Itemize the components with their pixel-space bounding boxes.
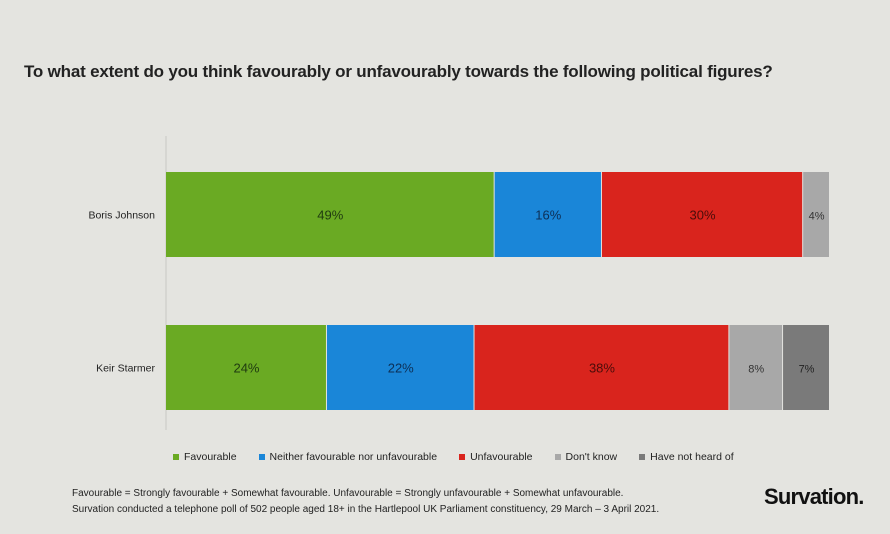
data-label: 24%	[233, 361, 259, 376]
legend-item: Don't know	[554, 451, 618, 463]
survation-logo: Survation.	[764, 484, 864, 509]
bar-segment	[601, 172, 803, 257]
footnote-line-1: Favourable = Strongly favourable + Somew…	[72, 488, 624, 499]
data-label: 22%	[388, 361, 414, 376]
legend-label: Neither favourable nor unfavourable	[269, 451, 438, 463]
data-label: 7%	[799, 364, 815, 376]
legend: Favourable Neither favourable nor unfavou…	[173, 451, 734, 463]
data-label: 38%	[589, 361, 615, 376]
data-label: 16%	[535, 208, 561, 223]
footnote-line-2: Survation conducted a telephone poll of …	[72, 504, 660, 515]
legend-item: Unfavourable	[459, 451, 533, 463]
bar-segment	[783, 325, 829, 410]
stacked-bar-chart: Boris Johnson 49% 16% 30% 4% Keir Starmer 24% 2…	[88, 136, 829, 430]
legend-swatch	[459, 454, 466, 460]
data-label: 4%	[809, 211, 825, 223]
bar-segment	[166, 325, 326, 410]
legend-label: Don't know	[565, 451, 618, 463]
bar-segment	[803, 172, 829, 257]
legend-item: Favourable	[173, 451, 237, 463]
data-label: 49%	[317, 208, 343, 223]
category-label: Keir Starmer	[96, 363, 155, 375]
bar-segment	[166, 172, 494, 257]
legend-swatch	[639, 454, 646, 460]
bar-segment	[326, 325, 474, 410]
legend-swatch	[554, 454, 561, 460]
bar-segment	[474, 325, 729, 410]
chart-title: To what extent do you think favourably o…	[24, 62, 773, 81]
legend-swatch	[173, 454, 179, 460]
legend-item: Have not heard of	[639, 451, 734, 463]
category-label: Boris Johnson	[88, 210, 155, 222]
data-label: 30%	[690, 208, 716, 223]
legend-label: Have not heard of	[650, 451, 734, 463]
legend-label: Favourable	[184, 451, 237, 463]
bar-segment	[729, 325, 783, 410]
legend-item: Neither favourable nor unfavourable	[258, 451, 438, 463]
legend-swatch	[258, 454, 265, 460]
bar-segment	[494, 172, 601, 257]
footnote: Favourable = Strongly favourable + Somew…	[72, 486, 659, 518]
legend-label: Unfavourable	[470, 451, 533, 463]
data-label: 8%	[748, 364, 764, 376]
